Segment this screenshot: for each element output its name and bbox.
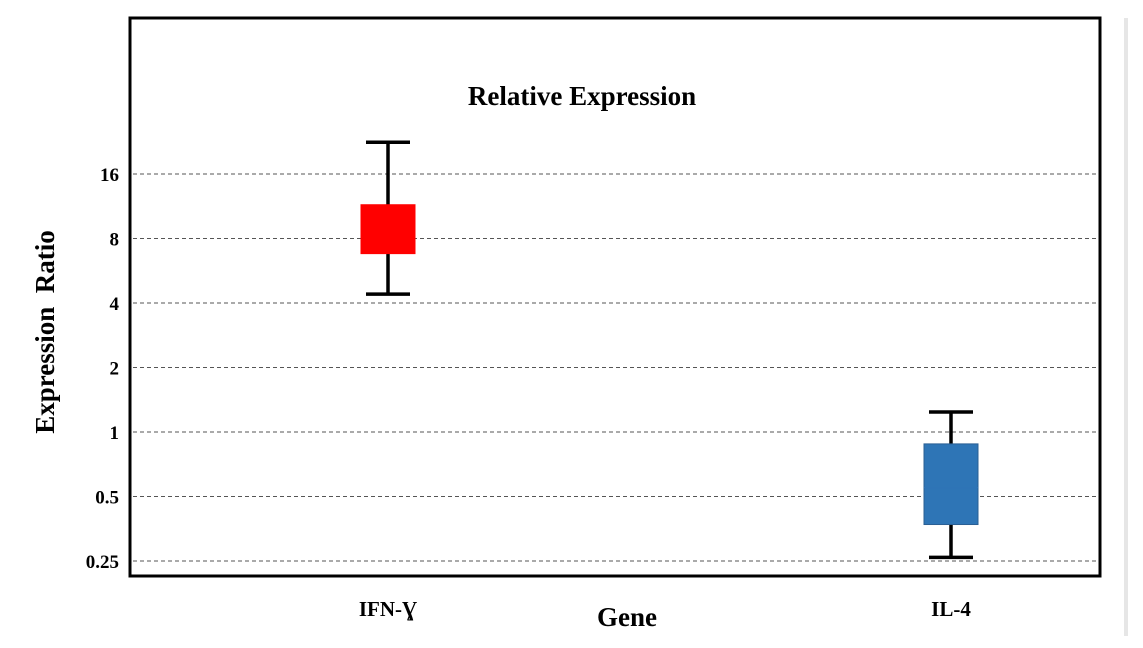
box-0: [360, 204, 416, 255]
y-tick-labels: 0.25 0.5 1 2 4 8 16: [86, 165, 120, 573]
scroll-edge: [1124, 18, 1128, 636]
chart-title: Relative Expression: [468, 81, 696, 111]
y-tick-label: 1: [110, 423, 120, 444]
y-tick-label: 0.5: [95, 488, 119, 509]
x-tick-label: IFN-Ɣ: [359, 597, 417, 621]
x-tick-labels: IFN-Ɣ IL-4: [359, 597, 971, 621]
boxes: [360, 140, 979, 560]
x-tick-label: IL-4: [931, 597, 971, 621]
x-axis-label: Gene: [597, 602, 657, 632]
box-1: [923, 443, 979, 526]
y-tick-label: 2: [110, 359, 120, 380]
y-tick-label: 8: [110, 230, 120, 251]
y-axis-label: Expression Ratio: [30, 230, 60, 434]
y-tick-label: 0.25: [86, 552, 119, 573]
y-tick-label: 4: [110, 294, 120, 315]
y-tick-label: 16: [100, 165, 119, 186]
